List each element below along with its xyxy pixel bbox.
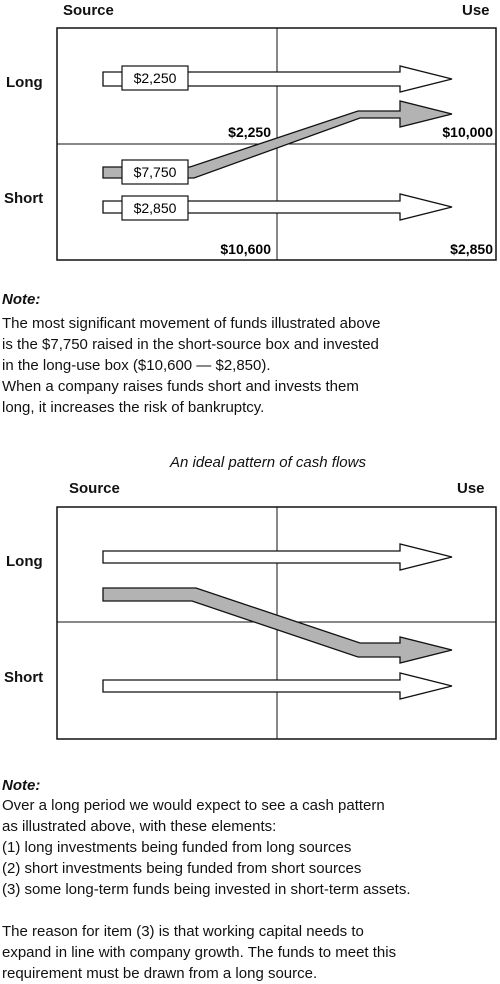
note2-line: (1) long investments being funded from l… — [2, 839, 352, 856]
d1-use-header: Use — [462, 2, 490, 19]
d1-source-short-box-a — [121, 159, 189, 185]
d1-funds-flow-diagram: $2,250 $7,750 $2,850 $2,250 $10,000 $10,… — [56, 27, 497, 261]
note2-line: (2) short investments being funded from … — [2, 860, 362, 877]
d1-source-long-box — [121, 65, 189, 91]
d2-long-to-long-arrow — [102, 543, 453, 571]
d1-total-short-source: $10,600 — [220, 241, 271, 257]
d2-caption: An ideal pattern of cash flows — [170, 454, 366, 471]
note2-line: (3) some long-term funds being invested … — [2, 881, 411, 898]
d2-source-header: Source — [69, 480, 120, 497]
d2-long-to-short-arrow — [102, 587, 453, 664]
d2-long-label: Long — [6, 553, 43, 570]
d1-source-short-value-a: $7,750 — [134, 164, 177, 180]
note1-line: long, it increases the risk of bankruptc… — [2, 399, 265, 416]
d2-short-label: Short — [4, 669, 44, 686]
d1-source-short-value-b: $2,850 — [134, 200, 177, 216]
note2-line: as illustrated above, with these element… — [2, 818, 277, 835]
note2-line: requirement must be drawn from a long so… — [2, 965, 318, 982]
d1-source-short-box-b — [121, 195, 189, 221]
d1-short-label: Short — [4, 190, 44, 207]
note1-line: The most significant movement of funds i… — [2, 315, 381, 332]
d2-ideal-cash-flow-diagram — [56, 506, 497, 740]
note1-line: is the $7,750 raised in the short-source… — [2, 336, 379, 353]
d2-use-header: Use — [457, 480, 485, 497]
note1-title: Note: — [2, 291, 41, 308]
note1-line: in the long-use box ($10,600 — $2,850). — [2, 357, 271, 374]
note2-body: Over a long period we would expect to se… — [2, 795, 411, 984]
d2-short-to-short-arrow — [102, 672, 453, 700]
note2-line: Over a long period we would expect to se… — [2, 797, 385, 814]
note1-line: When a company raises funds short and in… — [2, 378, 359, 395]
d1-source-header: Source — [63, 2, 114, 19]
note1-body: The most significant movement of funds i… — [2, 313, 381, 418]
note2-line: The reason for item (3) is that working … — [2, 923, 364, 940]
note2-line — [2, 900, 411, 921]
note2-title: Note: — [2, 777, 41, 794]
d1-total-long-source: $2,250 — [228, 124, 271, 140]
d1-total-long-use: $10,000 — [442, 124, 493, 140]
d1-total-short-use: $2,850 — [450, 241, 493, 257]
note2-line: expand in line with company growth. The … — [2, 944, 397, 961]
d1-source-long-value: $2,250 — [134, 70, 177, 86]
d1-long-label: Long — [6, 74, 43, 91]
